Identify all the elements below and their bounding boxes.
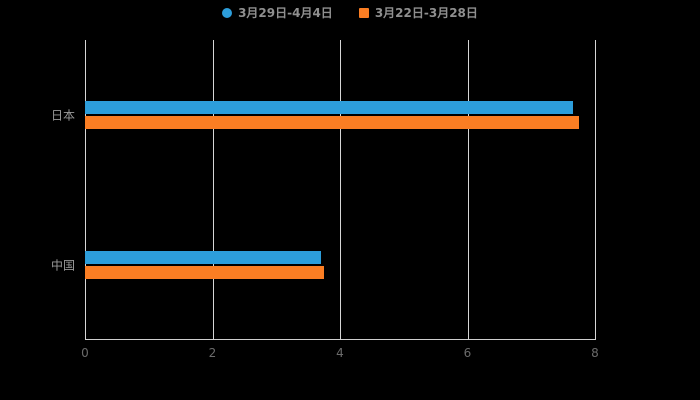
- gridline: [340, 40, 341, 340]
- y-axis-category-label: 中国: [50, 258, 75, 273]
- bar-3月22日-3月28日-日本[interactable]: [85, 116, 580, 129]
- gridline: [85, 40, 86, 340]
- legend-marker-square-icon: [358, 8, 369, 18]
- x-axis-tick-label: 8: [591, 346, 599, 360]
- legend-item-week-current[interactable]: 3月29日-4月4日: [222, 6, 333, 20]
- x-axis-tick-label: 0: [81, 346, 89, 360]
- x-axis-tick-label: 4: [336, 346, 344, 360]
- y-axis-category-label: 日本: [50, 108, 75, 123]
- legend-marker-circle-icon: [222, 8, 233, 18]
- gridline: [595, 40, 596, 340]
- x-axis-tick-label: 6: [463, 346, 472, 360]
- legend-item-week-previous[interactable]: 3月22日-3月28日: [358, 6, 478, 20]
- gridline: [467, 40, 469, 340]
- legend-label: 3月22日-3月28日: [374, 6, 478, 20]
- chart-legend: 3月29日-4月4日 3月22日-3月28日: [0, 6, 700, 20]
- bar-3月29日-4月4日-日本[interactable]: [85, 101, 573, 114]
- bar-3月22日-3月28日-中国[interactable]: [85, 266, 325, 279]
- x-axis-tick-label: 2: [208, 346, 217, 360]
- legend-label: 3月29日-4月4日: [238, 6, 333, 20]
- bar-3月29日-4月4日-中国[interactable]: [85, 251, 321, 264]
- gridline: [212, 40, 214, 340]
